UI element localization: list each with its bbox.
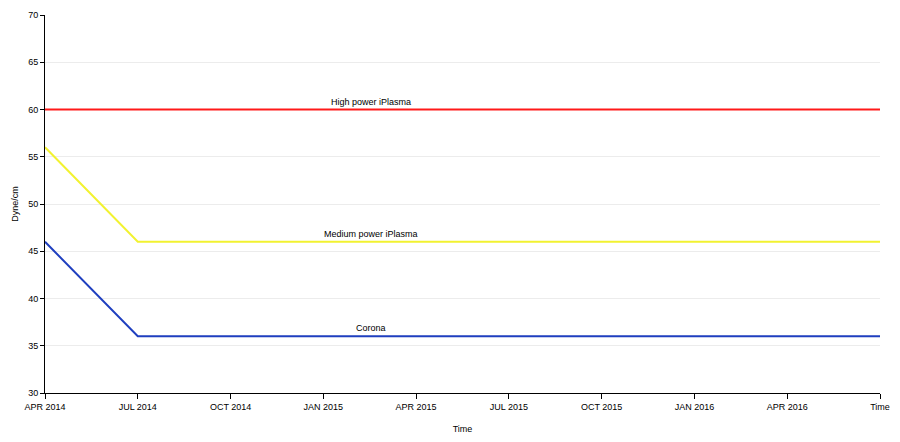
- svg-text:APR 2015: APR 2015: [396, 402, 437, 412]
- svg-text:Time: Time: [870, 402, 890, 412]
- svg-text:50: 50: [28, 199, 38, 209]
- svg-text:65: 65: [28, 57, 38, 67]
- svg-text:Corona: Corona: [356, 323, 386, 333]
- svg-text:40: 40: [28, 294, 38, 304]
- svg-text:60: 60: [28, 105, 38, 115]
- svg-text:Time: Time: [453, 424, 473, 434]
- svg-text:55: 55: [28, 152, 38, 162]
- svg-text:Medium power iPlasma: Medium power iPlasma: [324, 229, 418, 239]
- svg-text:APR 2016: APR 2016: [767, 402, 808, 412]
- svg-text:45: 45: [28, 246, 38, 256]
- svg-text:OCT 2015: OCT 2015: [581, 402, 622, 412]
- svg-text:APR 2014: APR 2014: [24, 402, 65, 412]
- svg-text:35: 35: [28, 341, 38, 351]
- svg-text:JAN 2015: JAN 2015: [304, 402, 344, 412]
- svg-text:JAN 2016: JAN 2016: [675, 402, 715, 412]
- svg-text:JUL 2014: JUL 2014: [119, 402, 157, 412]
- svg-text:30: 30: [28, 388, 38, 398]
- svg-text:70: 70: [28, 10, 38, 20]
- svg-text:OCT 2014: OCT 2014: [210, 402, 251, 412]
- svg-text:Dyne/cm: Dyne/cm: [10, 186, 20, 222]
- svg-text:High power iPlasma: High power iPlasma: [331, 97, 411, 107]
- svg-text:JUL 2015: JUL 2015: [490, 402, 528, 412]
